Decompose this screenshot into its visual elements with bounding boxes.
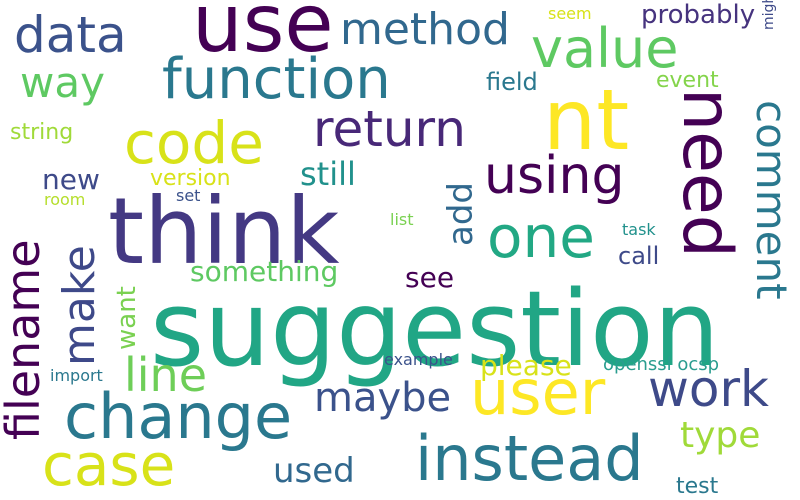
word: comment <box>747 100 796 300</box>
word: used <box>273 451 355 491</box>
word: nt <box>543 71 630 169</box>
word: field <box>486 68 538 96</box>
word: data <box>14 6 127 64</box>
word: need <box>667 88 746 258</box>
word: still <box>300 155 356 193</box>
word: import <box>50 366 103 385</box>
word: code <box>124 109 264 177</box>
word: please <box>480 349 572 382</box>
word: task <box>622 220 656 239</box>
word: filename <box>0 239 50 440</box>
word: value <box>531 17 679 80</box>
word: version <box>150 166 231 191</box>
word: function <box>162 47 391 112</box>
word: seem <box>548 4 592 23</box>
word: list <box>390 210 414 229</box>
word: want <box>112 286 142 350</box>
word: example <box>384 350 453 369</box>
word: add <box>441 182 481 246</box>
word: call <box>618 242 660 270</box>
word: use <box>192 0 334 70</box>
word: openssl ocsp <box>603 354 720 375</box>
word: suggestion <box>150 268 720 390</box>
word: might <box>761 0 777 30</box>
word: room <box>44 190 86 209</box>
word: using <box>484 146 625 206</box>
word: type <box>680 415 761 456</box>
word: instead <box>415 422 644 495</box>
word: one <box>487 203 595 271</box>
word: think <box>108 178 340 285</box>
word: way <box>20 58 105 107</box>
word: test <box>676 474 719 499</box>
word: see <box>405 261 455 294</box>
word: maybe <box>314 375 452 421</box>
word: new <box>42 163 100 196</box>
word: return <box>313 100 466 158</box>
word: method <box>340 4 510 55</box>
word: probably <box>641 0 756 30</box>
word: work <box>648 360 769 418</box>
word: user <box>470 356 606 429</box>
word: line <box>124 348 208 402</box>
word: make <box>54 245 105 366</box>
word: change <box>64 380 293 453</box>
word: event <box>656 68 719 93</box>
word: string <box>10 120 74 145</box>
word: case <box>42 431 176 499</box>
word: something <box>190 255 339 288</box>
word: set <box>176 186 201 205</box>
